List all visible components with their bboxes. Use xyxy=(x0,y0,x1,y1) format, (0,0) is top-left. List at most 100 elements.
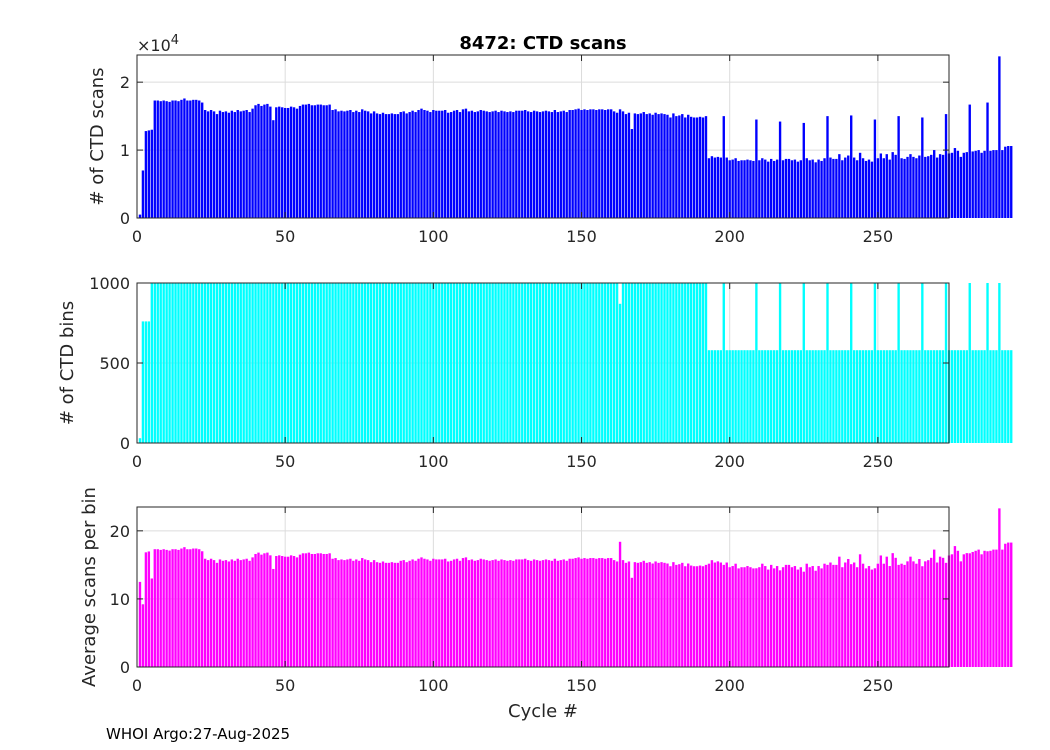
bar xyxy=(402,560,405,667)
y-axis-label: # of CTD scans xyxy=(87,67,108,205)
bar xyxy=(793,566,797,667)
bar xyxy=(713,350,717,443)
bar xyxy=(580,110,583,218)
bar xyxy=(906,156,909,219)
bar xyxy=(731,159,734,218)
bar xyxy=(604,110,607,218)
bar xyxy=(601,558,604,667)
bar xyxy=(215,562,219,667)
bar xyxy=(512,560,515,667)
bar xyxy=(675,116,678,219)
bar xyxy=(444,558,447,667)
bar xyxy=(304,283,308,443)
bar xyxy=(580,283,583,443)
bar xyxy=(867,159,871,218)
bar xyxy=(254,105,257,218)
bar xyxy=(340,283,343,443)
bar xyxy=(491,560,494,667)
bar xyxy=(171,283,174,443)
bar xyxy=(965,553,968,667)
bar xyxy=(938,154,942,218)
bar xyxy=(375,283,379,443)
bar xyxy=(663,283,666,443)
bar xyxy=(734,563,737,667)
bar xyxy=(612,283,616,443)
x-tick-label: 200 xyxy=(714,227,745,246)
bar xyxy=(826,564,829,667)
bar xyxy=(814,350,817,443)
bar xyxy=(396,114,399,218)
bar xyxy=(281,107,284,218)
bar xyxy=(598,109,601,218)
bar xyxy=(734,350,737,443)
bar xyxy=(138,214,142,218)
bar xyxy=(660,283,663,443)
bar xyxy=(159,101,162,218)
bar xyxy=(420,108,423,218)
bar xyxy=(885,556,888,667)
bar xyxy=(488,112,491,218)
bar xyxy=(861,350,865,443)
bar xyxy=(710,156,714,218)
bar xyxy=(515,559,518,667)
bar xyxy=(426,559,429,667)
bar xyxy=(657,562,660,667)
bar xyxy=(633,113,637,218)
bar xyxy=(203,283,207,443)
bar xyxy=(666,114,669,218)
bar xyxy=(384,562,388,667)
bar xyxy=(956,150,960,218)
bar xyxy=(485,111,488,218)
bar xyxy=(218,283,222,443)
bar xyxy=(550,283,554,443)
bar xyxy=(393,114,397,218)
bar xyxy=(687,283,690,443)
bar xyxy=(343,283,346,443)
bar xyxy=(272,568,275,667)
bar xyxy=(770,564,773,667)
bar xyxy=(171,100,174,218)
bar xyxy=(174,549,177,667)
bar xyxy=(165,283,168,443)
bar xyxy=(722,564,725,667)
bar xyxy=(423,110,426,218)
bar xyxy=(476,560,479,667)
bar xyxy=(227,112,231,218)
bar xyxy=(334,109,337,218)
bar xyxy=(921,283,924,443)
bar xyxy=(227,283,231,443)
bar xyxy=(201,283,204,443)
bar xyxy=(328,553,331,667)
bar xyxy=(221,560,225,667)
bar xyxy=(183,98,186,218)
bar xyxy=(192,548,195,667)
bar xyxy=(737,568,740,667)
bar xyxy=(790,567,794,667)
bar xyxy=(684,283,687,443)
bar xyxy=(144,321,148,443)
bar xyxy=(275,107,278,218)
bar xyxy=(864,350,868,443)
bar xyxy=(458,283,462,443)
bar xyxy=(535,111,539,218)
bar xyxy=(589,109,592,218)
bar xyxy=(559,111,562,218)
bar xyxy=(215,283,219,443)
bar xyxy=(476,111,479,218)
bar xyxy=(494,283,497,443)
bar xyxy=(254,283,257,443)
bar xyxy=(423,283,426,443)
bar xyxy=(746,350,749,443)
bar xyxy=(553,558,557,667)
bar xyxy=(366,111,370,218)
y-tick-label: 10 xyxy=(110,590,130,609)
bar xyxy=(509,111,512,218)
bar xyxy=(731,350,734,443)
bar xyxy=(586,558,589,667)
bar xyxy=(260,554,263,667)
y-tick-label: 0 xyxy=(120,434,130,453)
x-tick-label: 0 xyxy=(132,227,142,246)
bar xyxy=(571,283,574,443)
bar xyxy=(876,350,880,443)
bar xyxy=(361,558,364,667)
